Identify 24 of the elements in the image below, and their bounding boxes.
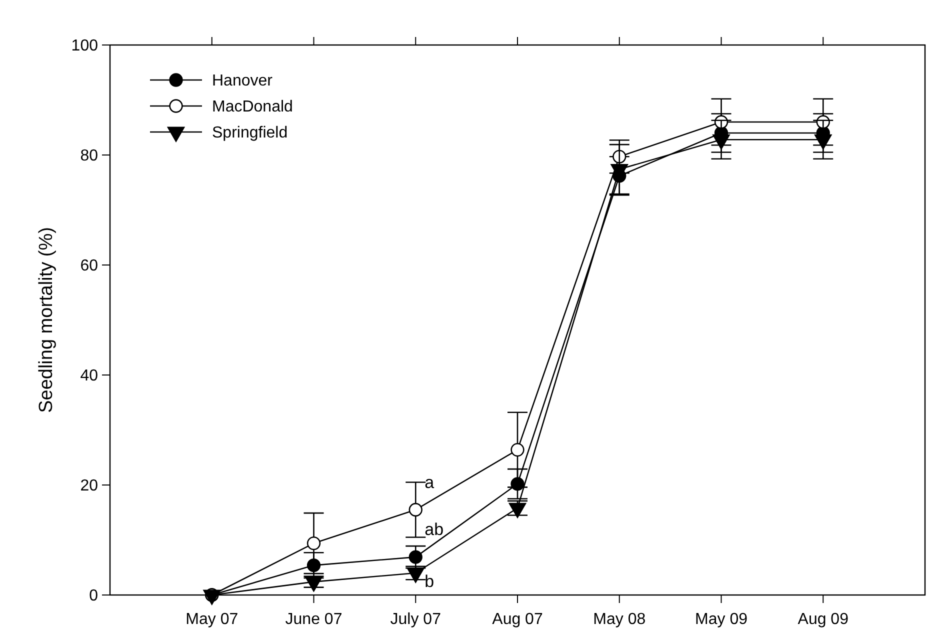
- annotation: ab: [424, 520, 444, 539]
- x-tick-label: May 09: [695, 611, 748, 628]
- y-axis-title: Seedling mortality (%): [36, 227, 57, 413]
- y-tick-label: 40: [80, 368, 98, 385]
- point: [408, 550, 422, 564]
- y-tick-label: 0: [89, 588, 98, 605]
- annotation: a: [424, 473, 435, 492]
- x-tick-label: June 07: [285, 611, 342, 628]
- y-tick-label: 20: [80, 478, 98, 495]
- legend-label: Hanover: [212, 72, 274, 90]
- x-tick-label: Aug 07: [492, 611, 543, 628]
- point: [408, 502, 422, 517]
- x-tick-label: July 07: [390, 611, 442, 628]
- annotation: b: [424, 572, 434, 592]
- legend-label: Springfield: [212, 124, 288, 142]
- y-tick-label: 80: [80, 148, 98, 165]
- x-tick-label: May 08: [593, 611, 646, 628]
- x-tick-label: May 07: [186, 611, 238, 628]
- y-tick-label: 100: [71, 38, 98, 55]
- x-tick-label: Aug 09: [798, 611, 849, 628]
- point: [510, 442, 524, 457]
- legend-label: MacDonald: [212, 98, 293, 116]
- y-tick-label: 60: [80, 258, 98, 275]
- point: [306, 536, 321, 550]
